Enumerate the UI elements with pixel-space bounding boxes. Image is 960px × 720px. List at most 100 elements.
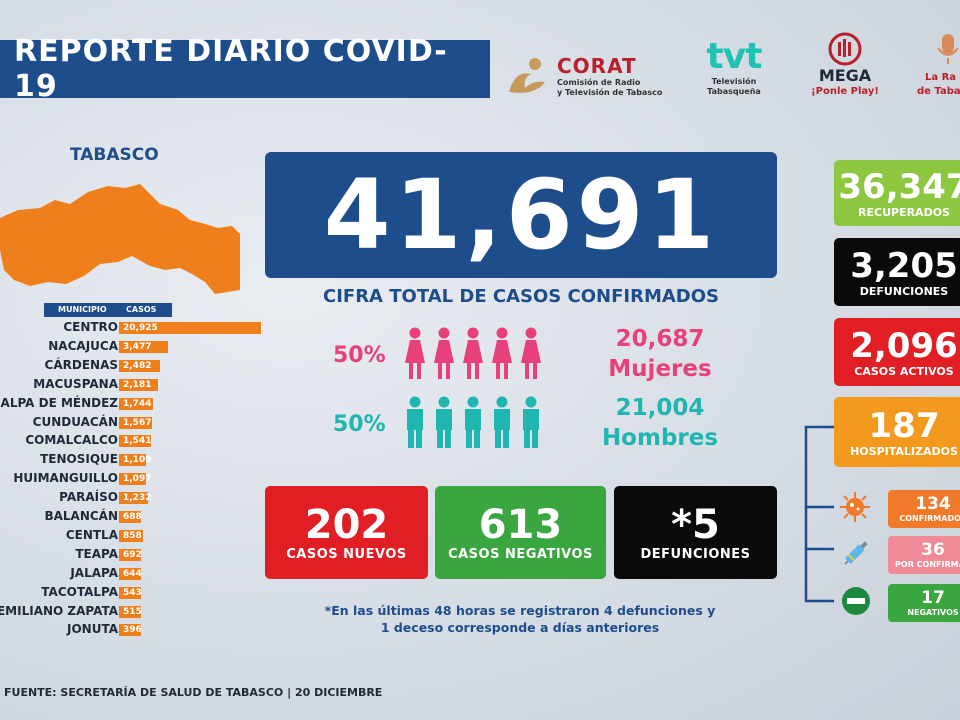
municipio-name: NACAJUCA	[48, 338, 118, 353]
municipio-cases-value: 858	[123, 530, 142, 541]
tvt-name: tvt	[706, 36, 763, 77]
total-deaths-box: 3,205 DEFUNCIONES	[834, 238, 960, 306]
footnote-line-1: *En las últimas 48 horas se registraron …	[324, 603, 716, 618]
municipio-cases-value: 688	[123, 512, 142, 522]
corat-name: CORAT	[557, 54, 637, 78]
corat-logo: CORAT Comisión de Radio y Televisión de …	[505, 52, 665, 98]
municipio-name: CUNDUACÁN	[32, 414, 118, 429]
municipio-bar	[119, 322, 261, 334]
deaths-today-box: *5 DEFUNCIONES	[614, 486, 777, 579]
municipio-bar	[119, 454, 147, 467]
municipio-cases-value: 515	[123, 606, 142, 617]
new-cases-box: 202 CASOS NUEVOS	[265, 486, 428, 579]
negative-cases-box: 613 CASOS NEGATIVOS	[435, 486, 606, 579]
recovered-label: RECUPERADOS	[858, 205, 950, 219]
municipio-cases-value: 1,744	[123, 398, 152, 409]
la-radio-logo: La Ra de Taba	[905, 32, 960, 102]
hospitalized-box: 187 HOSPITALIZADOS	[834, 397, 960, 467]
casos-column-header: CASOS	[126, 305, 157, 314]
report-title: REPORTE DIARIO COVID-19	[0, 34, 490, 104]
hospital-negative-box: 17 NEGATIVOS	[888, 584, 960, 622]
municipio-cases-value: 2,482	[123, 360, 152, 371]
deaths-today-label: DEFUNCIONES	[640, 547, 751, 562]
municipio-cases-value: 543	[123, 587, 142, 598]
corat-subtitle-1: Comisión de Radio	[557, 78, 641, 87]
municipio-bar	[119, 397, 154, 410]
deaths-today-value: *5	[671, 502, 720, 548]
municipio-bar	[119, 511, 141, 523]
municipio-bar	[119, 529, 144, 542]
woman-icon	[405, 327, 425, 379]
municipio-name: COMALCALCO	[25, 433, 118, 448]
men-percent: 50%	[333, 412, 386, 437]
municipio-name: BALANCÁN	[44, 509, 118, 523]
municipio-bar	[119, 473, 147, 486]
tabasco-map	[0, 184, 240, 294]
la-radio-name: La Ra	[925, 72, 957, 83]
municipio-name: MACUSPANA	[33, 376, 118, 391]
total-cases-box: 41,691	[265, 152, 777, 278]
municipio-name: PARAÍSO	[59, 490, 118, 505]
hospital-bracket	[804, 425, 834, 603]
man-icon	[407, 396, 423, 448]
total-cases-label: CIFRA TOTAL DE CASOS CONFIRMADOS	[322, 286, 719, 307]
mega-name: MEGA	[818, 66, 872, 85]
municipio-cases-value: 1,541	[123, 436, 152, 447]
municipio-cases-value: 1,097	[123, 474, 152, 485]
corat-emblem-icon	[509, 58, 545, 93]
municipio-cases-value: 3,477	[123, 341, 152, 352]
hospital-negative-value: 17	[921, 588, 945, 608]
municipio-name: CENTLA	[65, 527, 118, 542]
hospitalized-value: 187	[868, 405, 940, 446]
hospitalized-label: HOSPITALIZADOS	[850, 444, 958, 458]
mega-logo: MEGA ¡Ponle Play!	[800, 32, 890, 102]
region-label: TABASCO	[70, 145, 159, 165]
women-icons	[403, 327, 548, 381]
man-icon	[494, 396, 510, 448]
report-title-text: REPORTE DIARIO COVID-19	[14, 34, 448, 104]
negative-cases-label: CASOS NEGATIVOS	[448, 547, 593, 562]
minus-circle-icon	[842, 587, 870, 615]
women-percent: 50%	[333, 343, 386, 368]
active-cases-value: 2,096	[850, 325, 958, 366]
source-footer: FUENTE: SECRETARÍA DE SALUD DE TABASCO |…	[4, 686, 383, 699]
municipio-bar	[119, 548, 141, 561]
hospital-negative-label: NEGATIVOS	[907, 608, 959, 617]
tvt-subtitle-1: Televisión	[711, 77, 757, 86]
women-label: Mujeres	[608, 356, 712, 382]
mega-headphones-icon	[828, 32, 862, 66]
hospital-pending-box: 36 POR CONFIRMAR	[888, 536, 960, 574]
corat-subtitle-2: y Televisión de Tabasco	[557, 88, 663, 97]
municipio-name: JALPA DE MÉNDEZ	[0, 395, 118, 410]
municipio-bar	[119, 416, 152, 429]
tvt-logo: tvt Televisión Tabasqueña	[695, 36, 773, 100]
syringe-icon	[844, 541, 868, 565]
virus-icon	[840, 492, 870, 522]
negative-cases-value: 613	[478, 502, 563, 548]
la-radio-subtitle: de Taba	[917, 86, 960, 97]
municipio-name: CENTRO	[63, 320, 118, 334]
new-cases-label: CASOS NUEVOS	[286, 547, 407, 562]
municipio-name: HUIMANGUILLO	[13, 471, 118, 486]
active-cases-label: CASOS ACTIVOS	[854, 364, 954, 378]
footnote: *En las últimas 48 horas se registraron …	[290, 602, 750, 636]
hospital-confirmed-box: 134 CONFIRMADOS	[888, 490, 960, 528]
municipio-cases-value: 1,109	[123, 455, 152, 466]
municipio-bar	[119, 378, 158, 391]
footnote-line-2: 1 deceso corresponde a días anteriores	[380, 620, 660, 635]
municipio-name: EMILIANO ZAPATA	[0, 603, 118, 618]
municipio-name: CÁRDENAS	[44, 357, 118, 372]
active-cases-box: 2,096 CASOS ACTIVOS	[834, 318, 960, 386]
municipio-bar	[119, 340, 168, 353]
municipio-cases-value: 2,181	[123, 379, 152, 390]
hospital-pending-label: POR CONFIRMAR	[895, 560, 960, 569]
woman-icon	[434, 327, 454, 379]
recovered-box: 36,347 RECUPERADOS	[834, 160, 960, 226]
municipio-name: TACOTALPA	[41, 584, 118, 599]
new-cases-value: 202	[304, 502, 389, 548]
municipio-column-header: MUNICIPIO	[58, 305, 107, 314]
municipio-name: TEAPA	[75, 546, 118, 561]
municipio-table-header: MUNICIPIO CASOS	[44, 303, 172, 317]
municipio-cases-value: 644	[123, 568, 142, 579]
municipio-bar	[119, 435, 152, 448]
